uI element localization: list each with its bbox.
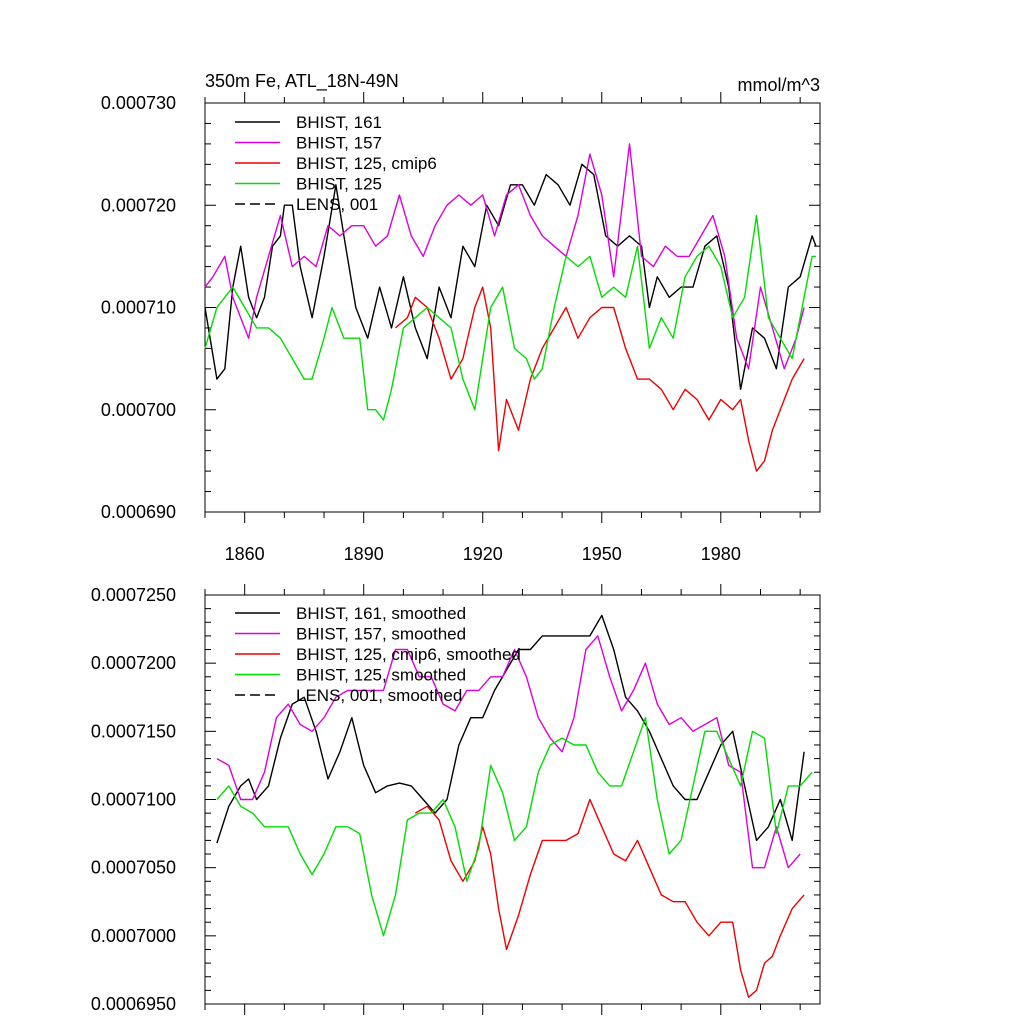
x-tick-label: 1920 <box>463 544 503 564</box>
legend-label: BHIST, 161 <box>296 113 382 132</box>
bottom-panel: 0.0006950 0.0007000 0.0007050 0.0007100 0.00… <box>91 584 821 1015</box>
series-line <box>204 143 805 370</box>
y-tick-label: 0.0007250 <box>91 585 176 605</box>
series-line <box>216 717 813 937</box>
y-tick-label: 0.0006950 <box>91 994 176 1014</box>
y-tick-label: 0.0007050 <box>91 858 176 878</box>
legend-label: BHIST, 125 <box>296 175 382 194</box>
series-line <box>216 614 805 844</box>
series-line <box>414 798 805 998</box>
x-tick-label: 1980 <box>701 544 741 564</box>
chart-title: 350m Fe, ATL_18N-49N <box>205 71 399 92</box>
series-line <box>204 214 816 421</box>
legend-label: LENS, 001 <box>296 195 378 214</box>
y-tick-label: 0.000710 <box>101 298 176 318</box>
legend-label: BHIST, 125, cmip6 <box>296 154 437 173</box>
series-line <box>204 163 817 390</box>
legend-label: LENS, 001, smoothed <box>296 686 462 705</box>
x-tick-label: 1860 <box>225 544 265 564</box>
top-panel: 350m Fe, ATL_18N-49N mmol/m^3 0.000690 0.00… <box>101 71 821 564</box>
x-tick-label: 1950 <box>582 544 622 564</box>
legend-label: BHIST, 125, smoothed <box>296 666 466 685</box>
y-tick-label: 0.0007150 <box>91 721 176 741</box>
y-tick-label: 0.0007200 <box>91 653 176 673</box>
y-tick-label: 0.000690 <box>101 502 176 522</box>
legend-label: BHIST, 125, cmip6, smoothed <box>296 645 521 664</box>
y-tick-label: 0.000720 <box>101 195 176 215</box>
y-tick-label: 0.0007100 <box>91 790 176 810</box>
y-tick-label: 0.000700 <box>101 400 176 420</box>
y-tick-label: 0.0007000 <box>91 926 176 946</box>
y-tick-label: 0.000730 <box>101 93 176 113</box>
x-tick-label: 1890 <box>344 544 384 564</box>
series-line <box>216 635 801 869</box>
legend-label: BHIST, 157, smoothed <box>296 625 466 644</box>
legend-label: BHIST, 161, smoothed <box>296 604 466 623</box>
units-label: mmol/m^3 <box>738 75 820 95</box>
series-line <box>395 286 805 472</box>
legend-label: BHIST, 157 <box>296 134 382 153</box>
